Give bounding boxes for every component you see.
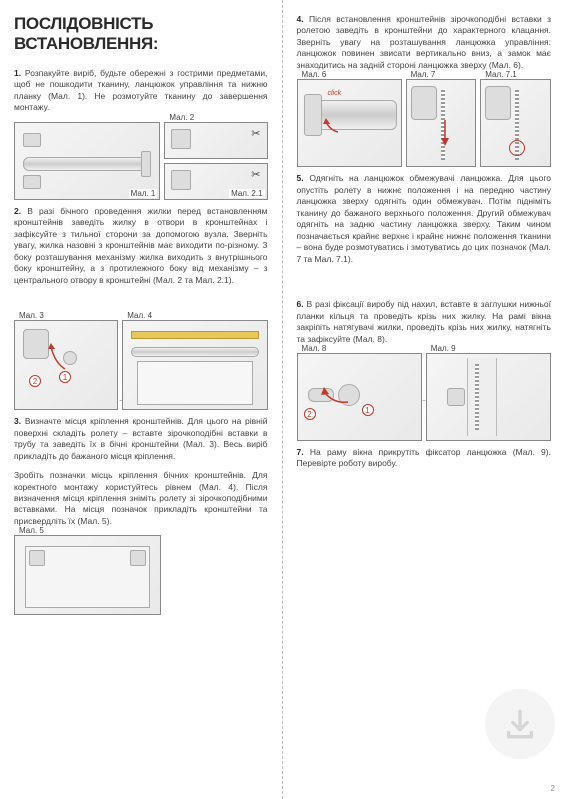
step-4: 4. Після встановлення кронштейнів зірочк… xyxy=(297,14,552,71)
step-1: 1. Розпакуйте виріб, будьте обережні з г… xyxy=(14,68,268,114)
step-2: 2. В разі бічного проведення жилки перед… xyxy=(14,206,268,286)
figure-8: 1 2 Мал. 8 xyxy=(297,353,422,441)
step-6: 6. В разі фіксації виробу під нахил, вст… xyxy=(297,299,552,345)
figure-7: Мал. 7 xyxy=(406,79,477,167)
step-3a: 3. Визначте місця кріплення кронштейнів.… xyxy=(14,416,268,462)
watermark-icon xyxy=(485,689,555,759)
figure-7-1: Мал. 7.1 xyxy=(480,79,551,167)
step-3b: Зробіть позначки місць кріплення бічних … xyxy=(14,470,268,527)
figure-5: Мал. 5 xyxy=(14,535,161,615)
page-number: 2 xyxy=(551,784,555,793)
step-5: 5. Одягніть на ланцюжок обмежувачі ланцю… xyxy=(297,173,552,265)
figure-4: Мал. 4 xyxy=(122,320,267,410)
figure-3: 1 2 Мал. 3 xyxy=(14,320,118,410)
figure-2: ✂ Мал. 2 xyxy=(164,122,267,159)
figure-2-1: ✂ Мал. 2.1 xyxy=(164,163,267,200)
step-7: 7. На раму вікна прикрутіть фіксатор лан… xyxy=(297,447,552,470)
figure-1: Мал. 1 xyxy=(14,122,160,200)
figure-9: Мал. 9 xyxy=(426,353,551,441)
figure-6: click Мал. 6 xyxy=(297,79,402,167)
page-title: Послідовність встановлення: xyxy=(14,14,268,54)
